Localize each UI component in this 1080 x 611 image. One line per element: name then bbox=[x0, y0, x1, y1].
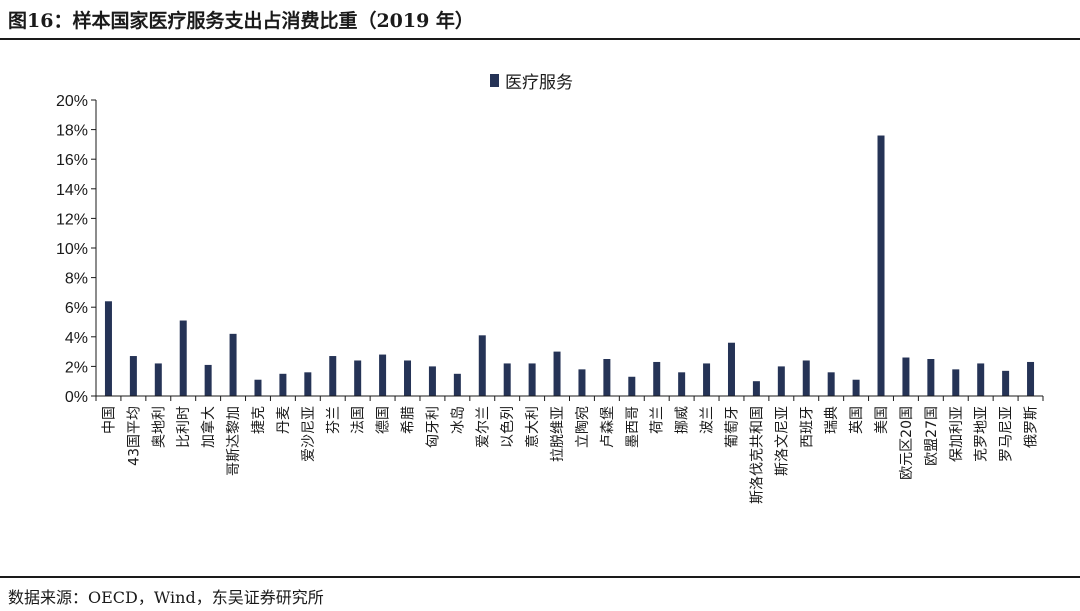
bar bbox=[1002, 370, 1010, 396]
x-category-label: 立陶宛 bbox=[575, 406, 591, 448]
y-tick-label: 14% bbox=[56, 182, 88, 199]
y-tick-label: 20% bbox=[56, 93, 88, 110]
bar bbox=[503, 363, 511, 396]
bar bbox=[802, 360, 810, 396]
x-category-label: 罗马尼亚 bbox=[999, 406, 1015, 462]
x-category-label: 匈牙利 bbox=[425, 406, 441, 448]
x-category-label: 冰岛 bbox=[450, 406, 466, 434]
bar bbox=[578, 369, 586, 396]
x-category-label: 俄罗斯 bbox=[1024, 406, 1040, 448]
x-category-label: 葡萄牙 bbox=[724, 406, 740, 448]
bar bbox=[977, 363, 985, 396]
y-axis: 0% 2% 4% 6% 8% 10% 12% 14% 16% 18% 20% bbox=[56, 93, 97, 406]
x-category-label: 43国平均 bbox=[126, 406, 142, 466]
title-divider bbox=[0, 38, 1080, 40]
x-category-label: 保加利亚 bbox=[949, 406, 965, 462]
bar bbox=[603, 359, 611, 396]
x-category-label: 西班牙 bbox=[799, 406, 815, 448]
x-category-label: 爱尔兰 bbox=[475, 406, 491, 448]
x-category-label: 中国 bbox=[101, 406, 117, 434]
x-category-label: 墨西哥 bbox=[625, 406, 641, 448]
bar bbox=[179, 320, 187, 396]
bar bbox=[254, 379, 262, 396]
bar bbox=[727, 342, 735, 396]
x-category-label: 荷兰 bbox=[650, 406, 666, 434]
bar bbox=[553, 351, 561, 396]
x-category-label: 爱沙尼亚 bbox=[301, 406, 317, 462]
x-category-label: 比利时 bbox=[176, 406, 192, 448]
x-category-label: 德国 bbox=[376, 406, 392, 434]
x-category-label: 卢森堡 bbox=[600, 406, 616, 448]
x-category-label: 加拿大 bbox=[200, 406, 217, 448]
bar bbox=[852, 379, 860, 396]
bar bbox=[329, 356, 337, 396]
x-category-label: 奥地利 bbox=[150, 406, 167, 448]
bar bbox=[777, 366, 785, 396]
x-category-label: 拉脱维亚 bbox=[550, 406, 566, 462]
x-category-label: 哥斯达黎加 bbox=[226, 406, 242, 476]
x-category-label: 法国 bbox=[351, 406, 367, 434]
bar bbox=[104, 301, 112, 396]
bar bbox=[528, 363, 536, 396]
x-category-label: 挪威 bbox=[675, 406, 691, 434]
x-category-label: 斯洛文尼亚 bbox=[774, 406, 790, 476]
y-tick-label: 6% bbox=[65, 300, 88, 317]
bar bbox=[703, 363, 711, 396]
legend-swatch bbox=[490, 74, 499, 87]
bar-chart: 医疗服务 0% 2% 4% 6% 8% 10% 12% 14% 16% 18% 20% 中国 43国平… bbox=[56, 73, 1044, 504]
bar bbox=[453, 373, 461, 396]
bar bbox=[404, 360, 412, 396]
y-tick-label: 16% bbox=[56, 152, 88, 169]
y-tick-label: 8% bbox=[65, 271, 88, 288]
bar bbox=[204, 364, 212, 396]
x-category-label: 意大利 bbox=[524, 406, 541, 448]
x-category-label: 英国 bbox=[848, 406, 865, 434]
bar bbox=[902, 357, 910, 396]
bar bbox=[752, 381, 760, 396]
x-category-label: 瑞典 bbox=[824, 406, 840, 434]
data-source-note: 数据来源：OECD，Wind，东吴证券研究所 bbox=[8, 588, 324, 607]
bar bbox=[229, 333, 237, 396]
footer-divider bbox=[0, 576, 1080, 578]
chart-area: 医疗服务 0% 2% 4% 6% 8% 10% 12% 14% 16% 18% 20% 中国 43国平… bbox=[13, 50, 1068, 570]
x-axis: 中国 43国平均 奥地利 比利时 加拿大 哥斯达黎加 捷克 丹麦 爱沙尼亚 芬兰 法国 德国 希腊 匈牙利… bbox=[95, 395, 1044, 504]
bar bbox=[129, 356, 137, 396]
x-category-label: 克罗地亚 bbox=[974, 406, 990, 462]
x-category-label: 希腊 bbox=[401, 406, 417, 434]
bar bbox=[354, 360, 362, 396]
x-category-label: 捷克 bbox=[251, 406, 267, 434]
x-category-label: 波兰 bbox=[700, 406, 716, 434]
y-tick-label: 0% bbox=[65, 389, 88, 406]
bar bbox=[653, 361, 661, 396]
legend-label-medical-services: 医疗服务 bbox=[505, 73, 573, 93]
bar bbox=[927, 359, 935, 396]
x-category-label: 芬兰 bbox=[326, 406, 342, 434]
bar bbox=[628, 376, 636, 396]
x-category-label: 以色列 bbox=[499, 406, 516, 448]
bar bbox=[952, 369, 960, 396]
bar bbox=[827, 372, 835, 396]
x-category-label: 欧元区20国 bbox=[899, 406, 915, 480]
x-category-label: 丹麦 bbox=[276, 406, 292, 434]
x-category-label: 美国 bbox=[874, 406, 890, 434]
bar bbox=[279, 373, 287, 396]
x-category-label: 斯洛伐克共和国 bbox=[749, 406, 765, 504]
bar bbox=[678, 372, 686, 396]
bar bbox=[1027, 361, 1035, 396]
figure-title: 图16：样本国家医疗服务支出占消费比重（2019 年） bbox=[8, 10, 474, 32]
y-tick-label: 4% bbox=[65, 330, 88, 347]
chart-legend: 医疗服务 bbox=[490, 73, 573, 93]
bar bbox=[877, 135, 885, 396]
bar bbox=[379, 354, 387, 396]
bar bbox=[304, 372, 312, 396]
y-tick-label: 18% bbox=[56, 123, 88, 140]
y-tick-label: 2% bbox=[65, 359, 88, 376]
x-category-label: 欧盟27国 bbox=[924, 406, 940, 466]
bar bbox=[154, 363, 162, 396]
bar bbox=[478, 335, 486, 396]
y-tick-label: 12% bbox=[56, 211, 88, 228]
y-tick-label: 10% bbox=[56, 241, 88, 258]
bar-series bbox=[104, 135, 1035, 396]
bar bbox=[428, 366, 436, 396]
